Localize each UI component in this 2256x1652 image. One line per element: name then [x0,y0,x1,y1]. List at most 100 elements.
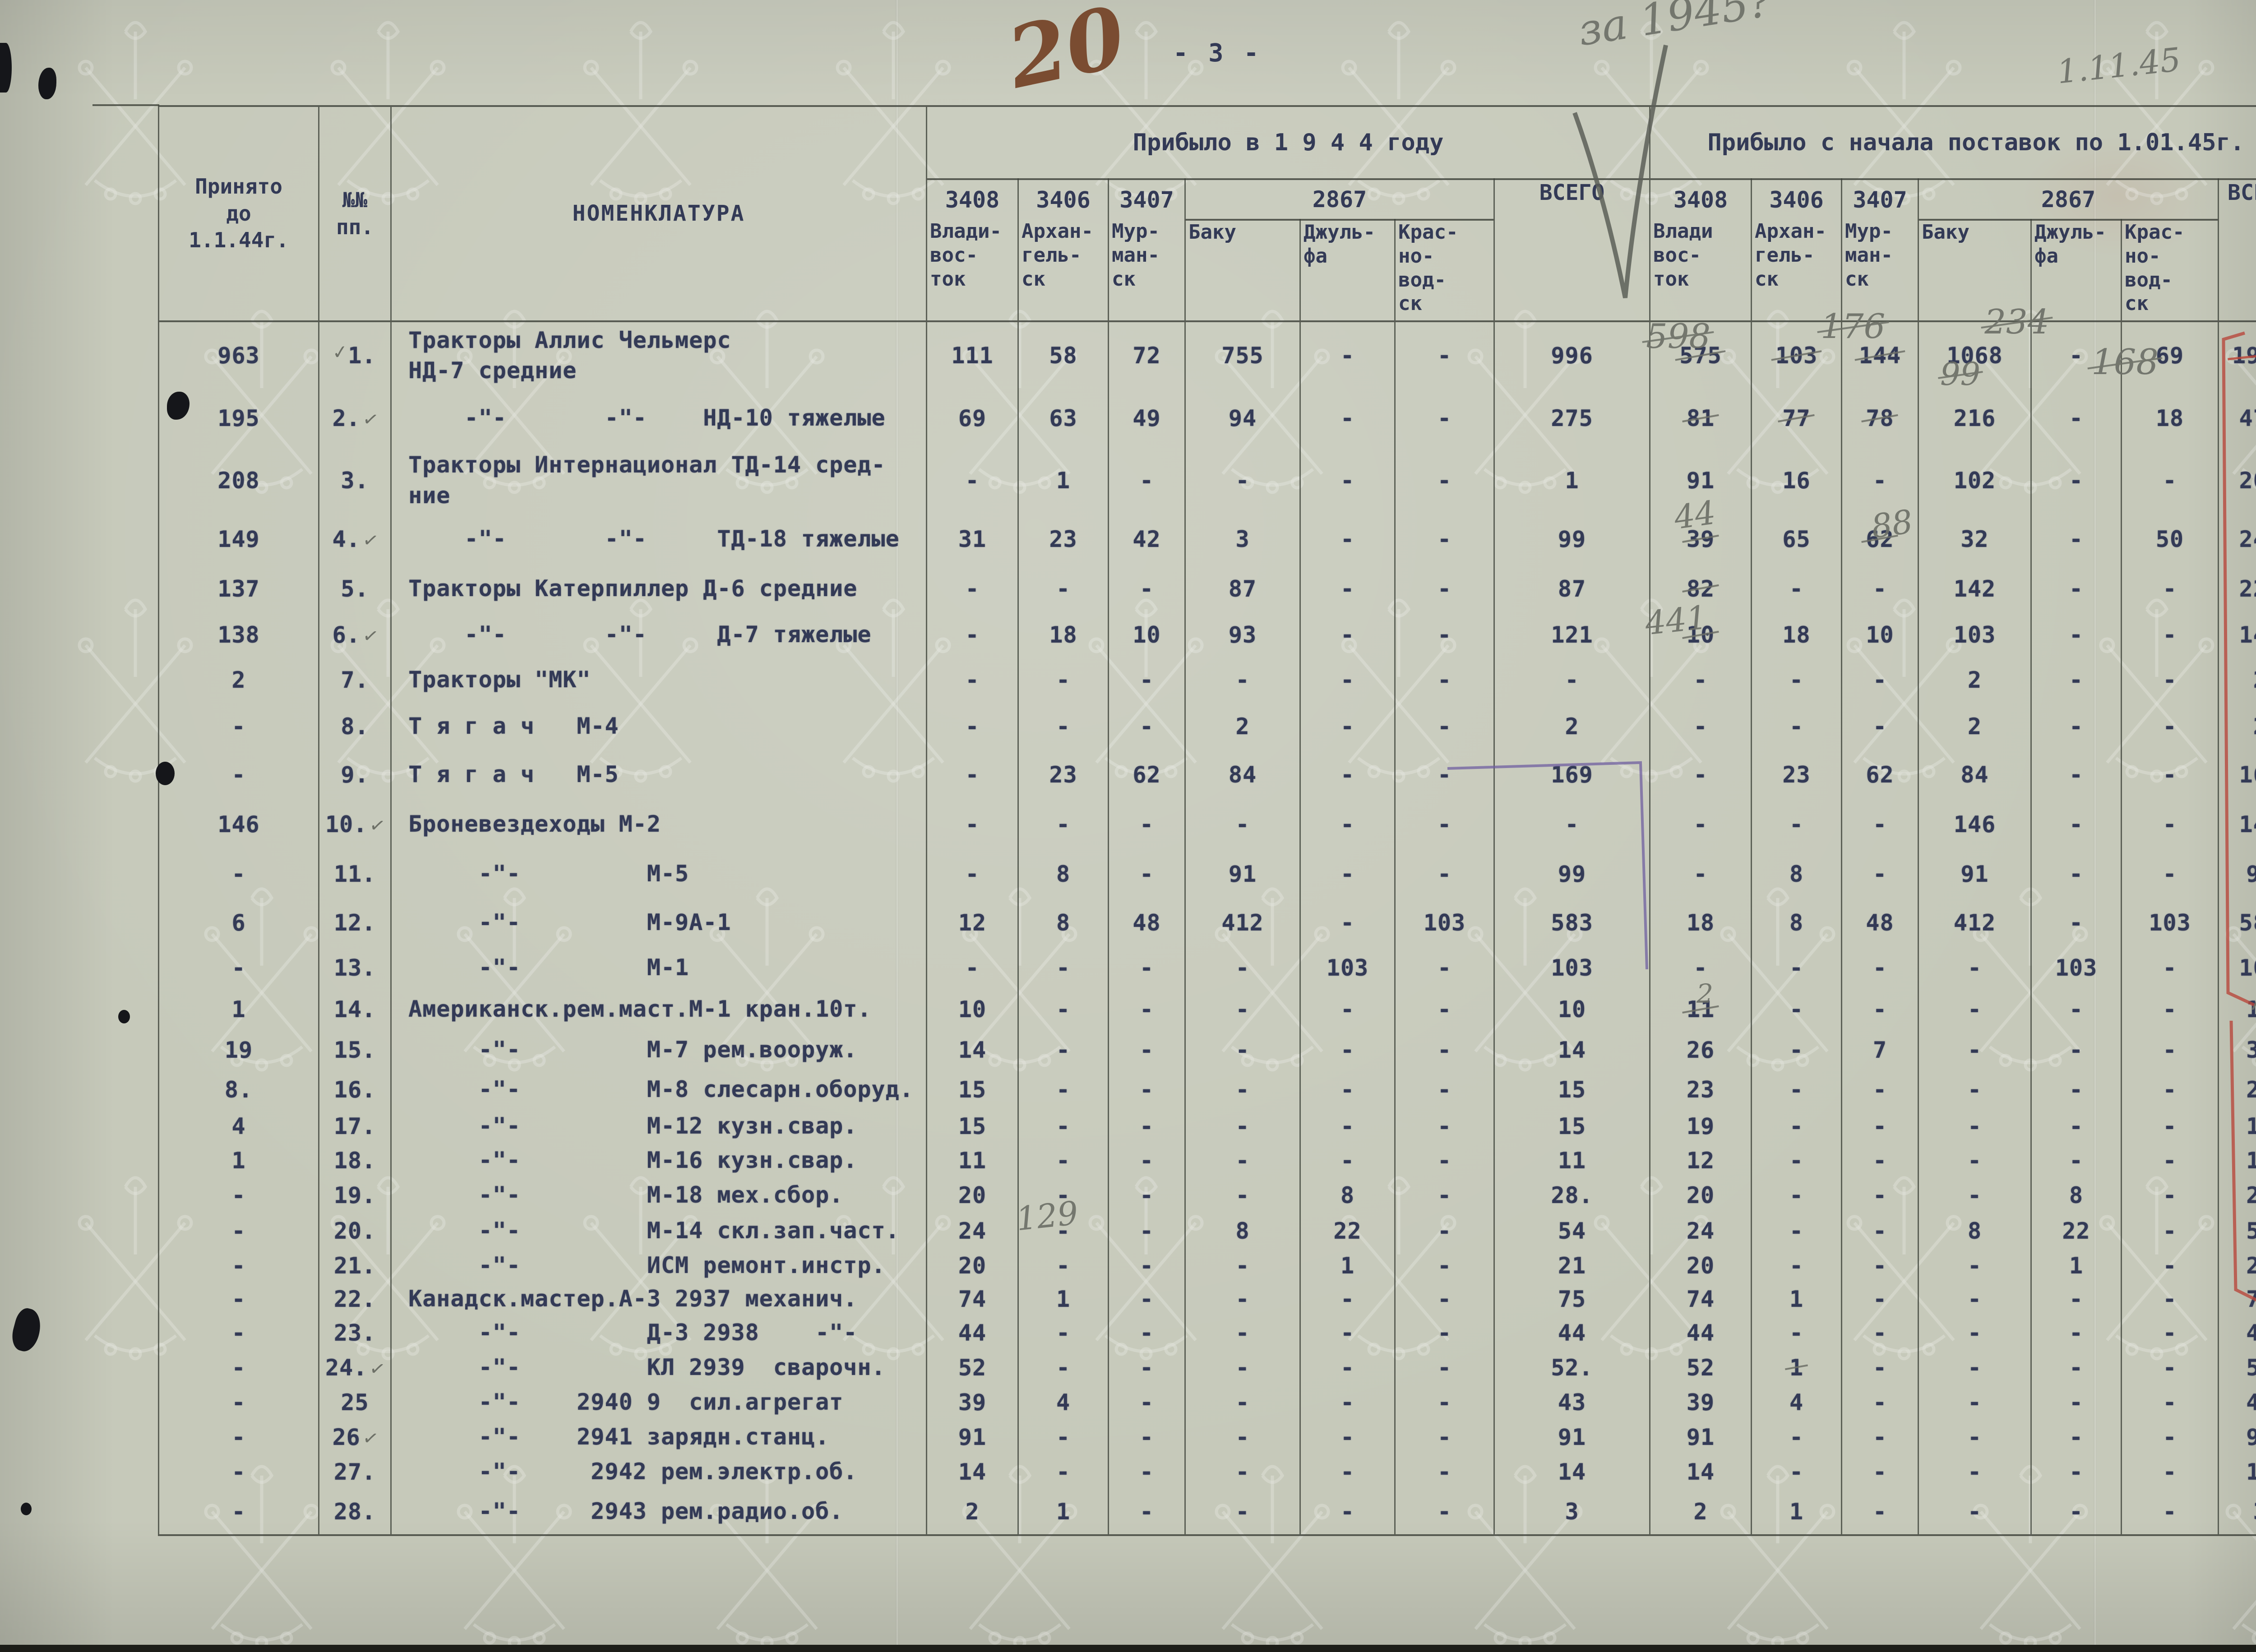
cell-1944-krasnovodsk: - [1394,849,1494,899]
table-row: 149 4.✓ -"- -"- ТД-18 тяжелые 31 23 42 3… [158,513,2256,565]
cell-cum-murmansk: - [1841,1489,1919,1536]
cell-cum-arkhangelsk: - [1751,565,1842,612]
cell-cum-vladivostok: 11 [1649,989,1752,1030]
cell-cum-total: 248 [2218,513,2256,565]
cell-1944-murmansk: - [1108,703,1185,750]
cell-1944-baku: - [1184,946,1300,989]
cell-1944-julfa: - [1299,1070,1395,1109]
cell-1944-total: 21 [1493,1249,1650,1282]
cell-cum-murmansk: - [1841,1178,1919,1213]
cell-1944-baku: - [1184,1454,1300,1489]
cell-row-number: 2.✓ [318,389,391,448]
cell-1944-krasnovodsk: - [1394,513,1494,565]
cell-1944-julfa: - [1299,703,1395,750]
table-row: 19 15. -"- М-7 рем.вооруж. 14 - - - - - … [158,1030,2256,1070]
cell-1944-julfa: - [1299,513,1395,565]
cell-1944-baku: - [1184,1070,1300,1109]
cell-1944-baku: - [1184,800,1300,849]
cell-cum-arkhangelsk: 1 [1751,1489,1842,1536]
cell-cum-julfa: - [2030,389,2122,448]
cell-1944-vladivostok: 91 [926,1420,1018,1454]
cell-1944-total: 91 [1493,1420,1650,1454]
cell-cum-vladivostok: 26 [1649,1030,1752,1070]
cell-nomenclature: -"- КЛ 2939 сварочн. [390,1350,927,1385]
cell-cum-baku: - [1918,1030,2031,1070]
cell-1944-arkhangelsk: - [1017,703,1109,750]
cell-cum-baku: - [1918,946,2031,989]
cell-1944-murmansk: - [1108,1109,1185,1143]
cell-cum-baku: - [1918,1316,2031,1350]
cell-cum-murmansk: - [1841,657,1919,703]
cell-cum-julfa: - [2030,1454,2122,1489]
cell-cum-baku: - [1918,1109,2031,1143]
cell-row-number: 9. [318,750,391,800]
cell-1944-julfa: - [1299,899,1395,946]
cell-1944-vladivostok: 15 [926,1070,1018,1109]
table-row: 138 6.✓ -"- -"- Д-7 тяжелые - 18 10 93 -… [158,612,2256,657]
cell-1944-arkhangelsk: 8 [1017,899,1109,946]
cell-1944-arkhangelsk: - [1017,1109,1109,1143]
cell-cum-baku: - [1918,1070,2031,1109]
cell-cum-murmansk: - [1841,1249,1919,1282]
cell-cum-julfa: - [2030,1282,2122,1316]
cell-accepted-before-44: 146 [158,800,319,849]
pencil-checkmark: ✓ [369,1355,387,1382]
table-row: 1 14. Американск.рем.маст.М-1 кран.10т. … [158,989,2256,1030]
cell-cum-baku: 32 [1918,513,2031,565]
cell-cum-total: 1959 [2218,321,2256,389]
cell-1944-arkhangelsk: 1 [1017,448,1109,513]
cell-cum-krasnovodsk: - [2121,1316,2219,1350]
header-arrived-1944-group: Прибыло в 1 9 4 4 году [925,105,1650,180]
cell-cum-vladivostok: 52 [1649,1350,1752,1385]
cell-cum-vladivostok: 20 [1649,1178,1752,1213]
cell-cum-krasnovodsk: - [2121,565,2219,612]
cell-accepted-before-44: 19 [158,1030,319,1070]
cell-1944-baku: 412 [1184,899,1300,946]
cell-1944-krasnovodsk: - [1394,946,1494,989]
cell-1944-arkhangelsk: - [1017,1143,1109,1178]
cell-cum-vladivostok: 81 [1649,389,1752,448]
header-murmansk-cum: Мур- ман- ск [1841,220,1919,322]
cell-1944-murmansk: 72 [1108,321,1185,389]
cell-cum-murmansk: - [1841,1070,1919,1109]
cell-1944-julfa: - [1299,1350,1395,1385]
table-row: - 19. -"- М-18 мех.сбор. 20 - - - 8 - 28… [158,1178,2256,1213]
cell-row-number: 15. [318,1030,391,1070]
cell-1944-baku: - [1184,1385,1300,1420]
cell-1944-vladivostok: 111 [926,321,1018,389]
cell-1944-julfa: - [1299,1109,1395,1143]
cell-1944-baku: 3 [1184,513,1300,565]
pencil-checkmark: ✓ [362,405,379,433]
cell-1944-vladivostok: 2 [926,1489,1018,1536]
cell-1944-julfa: 1 [1299,1249,1395,1282]
cell-cum-total: 91 [2218,1420,2256,1454]
cell-1944-arkhangelsk: 1 [1017,1489,1109,1536]
cell-cum-total: 53 [2218,1350,2256,1385]
cell-1944-krasnovodsk: - [1394,389,1494,448]
cell-cum-arkhangelsk: 18 [1751,612,1842,657]
cell-1944-baku: 87 [1184,565,1300,612]
cell-cum-arkhangelsk: - [1751,800,1842,849]
cell-row-number: 4.✓ [318,513,391,565]
table-row: - 20. -"- М-14 скл.зап.част. 24 - - 8 22… [158,1213,2256,1249]
cell-cum-arkhangelsk: - [1751,1454,1842,1489]
cell-1944-arkhangelsk: - [1017,1454,1109,1489]
cell-1944-vladivostok: 11 [926,1143,1018,1178]
cell-1944-arkhangelsk: 4 [1017,1385,1109,1420]
cell-1944-arkhangelsk: - [1017,989,1109,1030]
cell-1944-krasnovodsk: - [1394,1030,1494,1070]
cell-cum-krasnovodsk: - [2121,750,2219,800]
cell-cum-arkhangelsk: - [1751,1178,1842,1213]
table-row: - 27. -"- 2942 рем.электр.об. 14 - - - -… [158,1454,2256,1489]
cell-cum-baku: - [1918,1454,2031,1489]
cell-1944-krasnovodsk: - [1394,1489,1494,1536]
cell-cum-krasnovodsk: 18 [2121,389,2219,448]
cell-cum-total: 54 [2218,1213,2256,1249]
cell-cum-vladivostok: 39 [1649,513,1752,565]
cell-cum-krasnovodsk: 69 [2121,321,2219,389]
cell-cum-krasnovodsk: 103 [2121,899,2219,946]
cell-1944-murmansk: - [1108,1213,1185,1249]
table-row: - 25 -"- 2940 9 сил.агрегат 39 4 - - - -… [158,1385,2256,1420]
cell-accepted-before-44: 138 [158,612,319,657]
cell-1944-baku: - [1184,1249,1300,1282]
